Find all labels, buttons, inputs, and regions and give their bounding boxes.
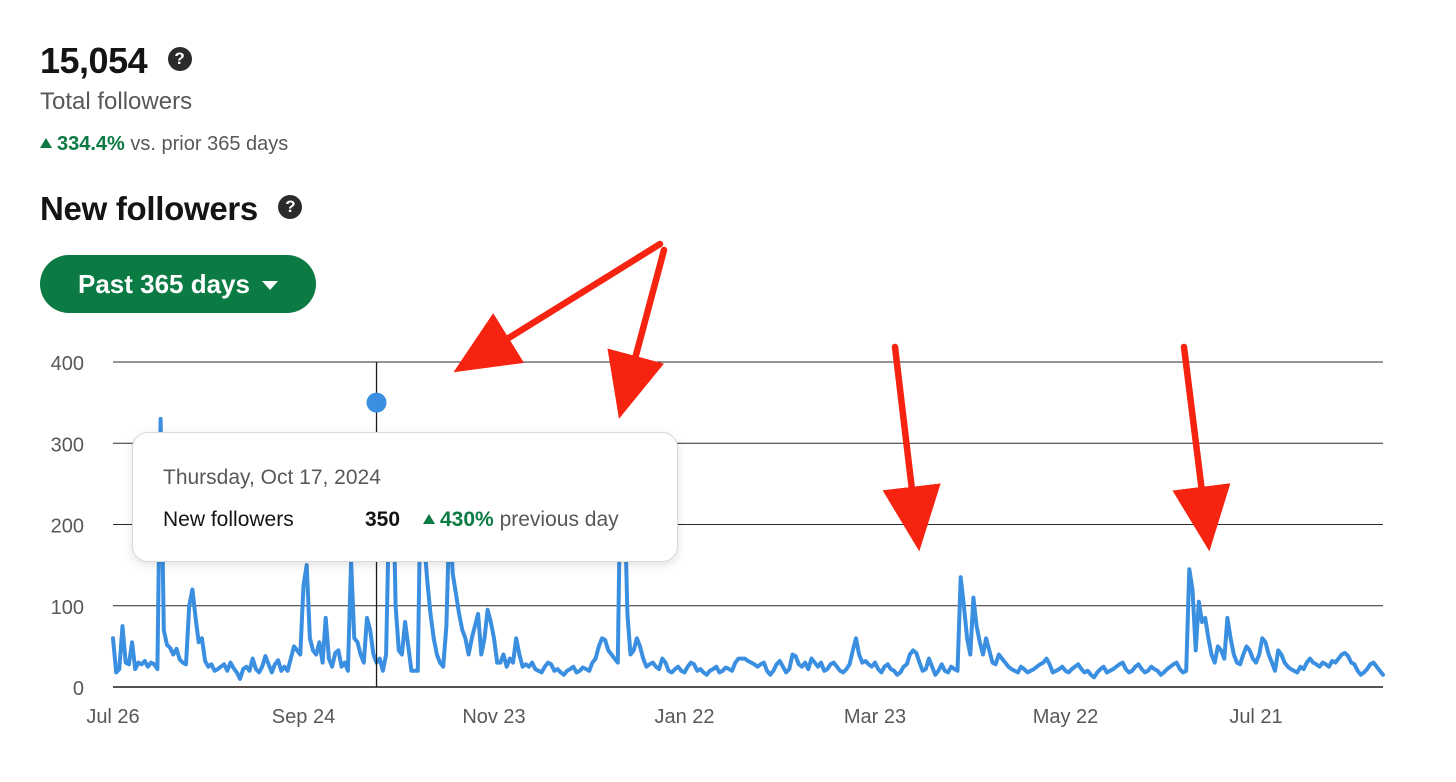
followers-change-percent: 334.4% (57, 133, 125, 155)
x-tick-label: Sep 24 (272, 706, 335, 728)
x-tick-label: Jan 22 (654, 706, 714, 728)
tooltip-change-label: previous day (499, 508, 619, 531)
annotation-arrow (882, 343, 941, 552)
caret-down-icon (262, 281, 278, 290)
triangle-up-icon (40, 138, 52, 148)
x-tick-label: May 22 (1033, 706, 1099, 728)
x-tick-label: Jul 26 (86, 706, 139, 728)
annotation-arrow (453, 240, 664, 373)
highlight-point[interactable] (366, 392, 387, 413)
x-tick-label: Nov 23 (462, 706, 525, 728)
y-tick-label: 100 (51, 597, 84, 619)
followers-change-row: 334.4% vs. prior 365 days (40, 133, 288, 156)
question-circle-icon[interactable]: ? (278, 195, 303, 219)
followers-change-label: vs. prior 365 days (130, 133, 289, 155)
total-followers-label: Total followers (40, 88, 193, 115)
tooltip-change: 430% previous day (423, 508, 619, 532)
date-range-dropdown[interactable]: Past 365 days (40, 255, 316, 313)
y-tick-label: 200 (51, 516, 84, 538)
annotation-arrow (607, 246, 668, 419)
annotation-arrow (1172, 343, 1231, 552)
x-tick-label: Mar 23 (844, 706, 906, 728)
total-followers-row: 15,054 ? (40, 40, 192, 82)
tooltip-date: Thursday, Oct 17, 2024 (163, 466, 381, 489)
section-title: New followers (40, 190, 258, 227)
tooltip-value: 350 (365, 508, 401, 531)
y-tick-label: 300 (51, 434, 84, 456)
new-followers-header: New followers ? (40, 190, 303, 228)
y-tick-label: 400 (51, 353, 84, 375)
x-tick-label: Jul 21 (1229, 706, 1282, 728)
question-circle-icon[interactable]: ? (167, 47, 192, 71)
series-line (111, 416, 1385, 681)
tooltip-change-percent: 430% (440, 508, 494, 531)
annotation-arrows (453, 240, 1231, 552)
chart-tooltip: Thursday, Oct 17, 2024 New followers 350… (132, 432, 678, 562)
date-range-label: Past 365 days (77, 268, 250, 299)
y-tick-label: 0 (73, 678, 84, 700)
triangle-up-icon (423, 514, 435, 524)
total-followers-value: 15,054 (40, 40, 148, 81)
tooltip-metric-label: New followers (163, 508, 294, 531)
